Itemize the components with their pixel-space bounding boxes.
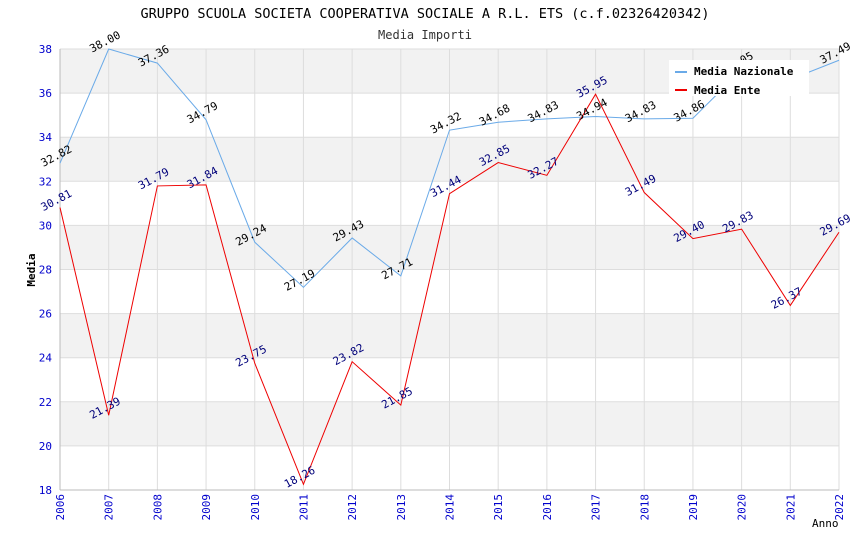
y-tick-label: 26 bbox=[39, 308, 52, 321]
x-tick-label: 2014 bbox=[444, 494, 457, 521]
series-line-nazionale bbox=[59, 48, 840, 289]
gridlines bbox=[59, 48, 840, 491]
data-label-nazionale: 34.79 bbox=[185, 99, 220, 126]
data-label-nazionale: 34.86 bbox=[672, 98, 707, 125]
y-tick-label: 38 bbox=[39, 43, 52, 56]
x-tick-label: 2010 bbox=[249, 494, 262, 521]
y-tick-label: 30 bbox=[39, 219, 52, 232]
x-tick-label: 2016 bbox=[541, 494, 554, 521]
data-label-nazionale: 34.83 bbox=[623, 98, 658, 125]
data-label-ente: 30.81 bbox=[39, 187, 74, 214]
series-line-ente bbox=[59, 93, 840, 486]
legend: Media Nazionale Media Ente bbox=[669, 60, 809, 97]
x-tick-label: 2009 bbox=[200, 494, 213, 521]
x-tick-label: 2018 bbox=[638, 494, 651, 521]
x-tick-label: 2006 bbox=[54, 494, 67, 521]
x-tick-label: 2017 bbox=[590, 494, 603, 521]
chart-title: GRUPPO SCUOLA SOCIETA COOPERATIVA SOCIAL… bbox=[141, 6, 710, 22]
chart-subtitle: Media Importi bbox=[378, 28, 472, 42]
x-tick-label: 2011 bbox=[297, 494, 310, 521]
y-tick-label: 22 bbox=[39, 396, 52, 409]
x-tick-label: 2022 bbox=[833, 494, 846, 521]
legend-label-nazionale: Media Nazionale bbox=[694, 65, 794, 78]
data-label-ente: 18.26 bbox=[282, 464, 317, 491]
data-label-nazionale: 27.19 bbox=[282, 267, 317, 294]
data-label-nazionale: 34.68 bbox=[477, 102, 512, 129]
x-tick-label: 2019 bbox=[687, 494, 700, 521]
x-tick-label: 2015 bbox=[492, 494, 505, 521]
data-label-nazionale: 34.83 bbox=[526, 98, 561, 125]
x-tick-label: 2012 bbox=[346, 494, 359, 521]
x-tick-label: 2007 bbox=[103, 494, 116, 521]
y-tick-label: 24 bbox=[39, 352, 53, 365]
legend-box bbox=[669, 60, 809, 96]
x-tick-label: 2013 bbox=[395, 494, 408, 521]
x-tick-label: 2020 bbox=[736, 494, 749, 521]
y-tick-label: 34 bbox=[39, 131, 53, 144]
y-tick-label: 18 bbox=[39, 484, 52, 497]
x-tick-label: 2021 bbox=[784, 494, 797, 521]
y-tick-label: 32 bbox=[39, 175, 52, 188]
data-label-ente: 26.37 bbox=[769, 285, 804, 312]
data-label-nazionale: 34.32 bbox=[428, 109, 463, 136]
x-axis-label: Anno bbox=[812, 517, 839, 530]
x-tick-label: 2008 bbox=[151, 494, 164, 521]
legend-label-ente: Media Ente bbox=[694, 84, 761, 97]
y-tick-label: 20 bbox=[39, 440, 52, 453]
y-axis-label: Media bbox=[25, 253, 38, 286]
y-tick-label: 28 bbox=[39, 264, 52, 277]
y-tick-label: 36 bbox=[39, 87, 52, 100]
series-lines bbox=[59, 48, 840, 486]
